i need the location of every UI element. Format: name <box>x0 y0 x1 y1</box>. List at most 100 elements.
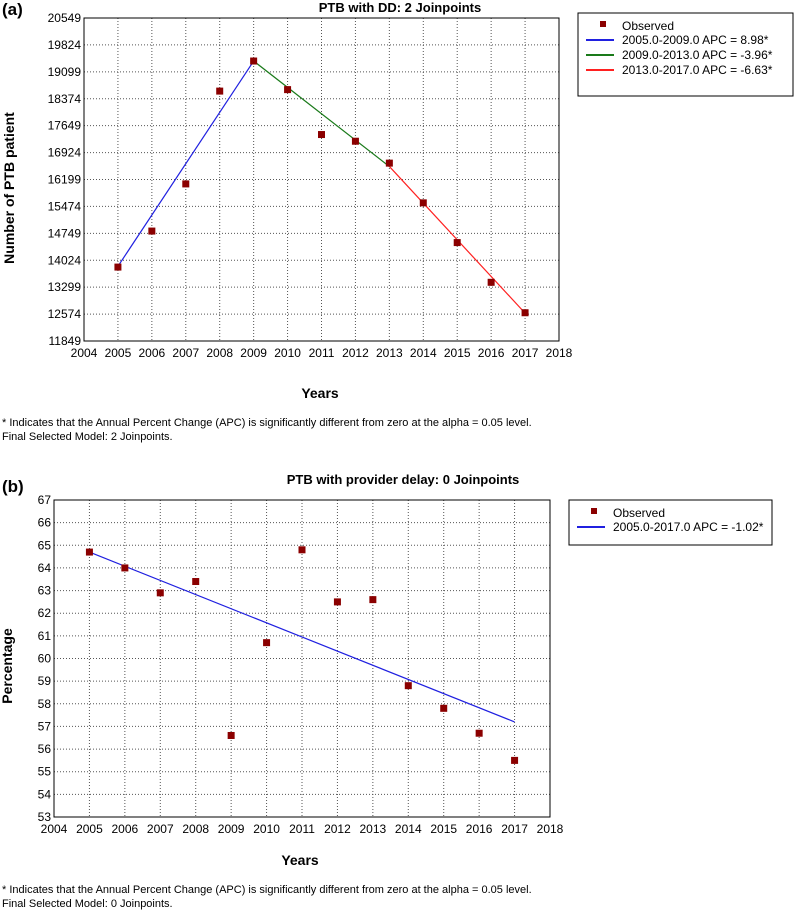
observed-point <box>333 598 341 606</box>
chart-panel-a: (a) PTB with DD: 2 Joinpoints Years Numb… <box>0 0 797 455</box>
y-tick-label: 66 <box>38 516 52 530</box>
x-tick-label: 2012 <box>324 822 351 836</box>
x-tick-label: 2007 <box>172 346 199 360</box>
legend-segment-label: 2009.0-2013.0 APC = -3.96* <box>622 48 773 62</box>
x-tick-label: 2005 <box>76 822 103 836</box>
x-tick-label: 2008 <box>206 346 233 360</box>
y-tick-label: 54 <box>38 787 52 801</box>
y-tick-label: 61 <box>38 629 52 643</box>
chart-b: (b) PTB with provider delay: 0 Joinpoint… <box>0 472 773 868</box>
x-tick-label: 2016 <box>466 822 493 836</box>
x-tick-label: 2018 <box>537 822 564 836</box>
x-tick-label: 2014 <box>410 346 437 360</box>
x-tick-label: 2009 <box>240 346 267 360</box>
y-tick-label: 11849 <box>49 334 82 348</box>
plot-frame-b <box>53 499 551 818</box>
grid-b <box>53 499 551 818</box>
observed-point <box>453 239 461 247</box>
observed-point <box>263 639 271 647</box>
observed-point <box>369 596 377 604</box>
legend-segment-label: 2005.0-2017.0 APC = -1.02* <box>613 520 764 534</box>
observed-point <box>121 564 129 572</box>
legend-observed-label: Observed <box>613 506 665 520</box>
y-tick-label: 20549 <box>48 11 82 25</box>
observed-point <box>250 57 258 65</box>
y-tick-label: 16924 <box>48 146 82 160</box>
observed-point <box>487 278 495 286</box>
y-tick-label: 64 <box>38 561 52 575</box>
x-tick-label: 2004 <box>41 822 68 836</box>
observed-point <box>521 309 529 317</box>
model-note-b: Final Selected Model: 0 Joinpoints. <box>2 898 173 910</box>
y-tick-label: 59 <box>38 674 52 688</box>
x-tick-label: 2006 <box>112 822 139 836</box>
y-tick-label: 60 <box>38 652 52 666</box>
x-tick-label: 2012 <box>342 346 369 360</box>
x-tick-label: 2013 <box>360 822 387 836</box>
x-tick-label: 2011 <box>289 822 315 836</box>
x-tick-label: 2008 <box>182 822 209 836</box>
observed-point <box>227 731 235 739</box>
observed-point <box>511 756 519 764</box>
y-tick-label: 16199 <box>48 173 82 187</box>
x-axis-label-a: Years <box>301 385 339 401</box>
y-tick-label: 57 <box>38 719 52 733</box>
x-tick-label: 2007 <box>147 822 174 836</box>
y-tick-label: 14024 <box>48 253 82 267</box>
x-tick-label: 2009 <box>218 822 245 836</box>
legend-observed-label: Observed <box>622 19 674 33</box>
chart-title-b: PTB with provider delay: 0 Joinpoints <box>287 472 520 487</box>
y-tick-label: 58 <box>38 697 52 711</box>
legend-observed-marker <box>600 21 606 27</box>
x-tick-label: 2014 <box>395 822 422 836</box>
x-tick-label: 2015 <box>430 822 457 836</box>
fit-segment-line <box>89 551 515 723</box>
x-tick-label: 2017 <box>501 822 528 836</box>
y-tick-label: 55 <box>38 765 52 779</box>
observed-point <box>404 682 412 690</box>
y-axis-label-b: Percentage <box>0 628 15 704</box>
x-tick-label: 2011 <box>309 346 335 360</box>
observed-point <box>216 87 224 95</box>
plot-frame-a <box>83 17 560 342</box>
x-tick-label: 2010 <box>274 346 301 360</box>
observed-point <box>385 159 393 167</box>
y-tick-label: 13299 <box>48 280 82 294</box>
x-tick-label: 2018 <box>546 346 573 360</box>
observed-point <box>440 704 448 712</box>
observed-point <box>114 263 122 271</box>
model-note-a: Final Selected Model: 2 Joinpoints. <box>2 431 173 443</box>
y-tick-label: 14749 <box>48 226 82 240</box>
x-tick-label: 2004 <box>71 346 98 360</box>
y-tick-label: 19824 <box>48 38 82 52</box>
observed-point <box>182 180 190 188</box>
chart-title-a: PTB with DD: 2 Joinpoints <box>319 0 482 15</box>
y-tick-label: 19099 <box>48 65 82 79</box>
y-tick-label: 63 <box>38 584 52 598</box>
fit-segment-line <box>117 60 255 267</box>
chart-a: (a) PTB with DD: 2 Joinpoints Years Numb… <box>1 0 794 401</box>
y-tick-label: 53 <box>38 810 52 824</box>
observed-point <box>298 546 306 554</box>
observed-point <box>351 137 359 145</box>
legend-box <box>568 499 773 546</box>
observed-point <box>475 729 483 737</box>
observed-point <box>148 227 156 235</box>
y-tick-label: 65 <box>38 538 52 552</box>
x-axis-label-b: Years <box>281 852 319 868</box>
y-tick-label: 56 <box>38 742 52 756</box>
panel-label-a: (a) <box>2 0 23 19</box>
y-tick-label: 18374 <box>48 92 82 106</box>
observed-point <box>284 86 292 94</box>
observed-point <box>85 548 93 556</box>
x-tick-label: 2013 <box>376 346 403 360</box>
footnote-b: * Indicates that the Annual Percent Chan… <box>2 884 532 896</box>
x-tick-label: 2016 <box>478 346 505 360</box>
observed-point <box>156 589 164 597</box>
x-tick-label: 2017 <box>512 346 539 360</box>
x-tick-label: 2006 <box>139 346 166 360</box>
footnote-a: * Indicates that the Annual Percent Chan… <box>2 417 532 429</box>
legend-box <box>577 12 794 97</box>
